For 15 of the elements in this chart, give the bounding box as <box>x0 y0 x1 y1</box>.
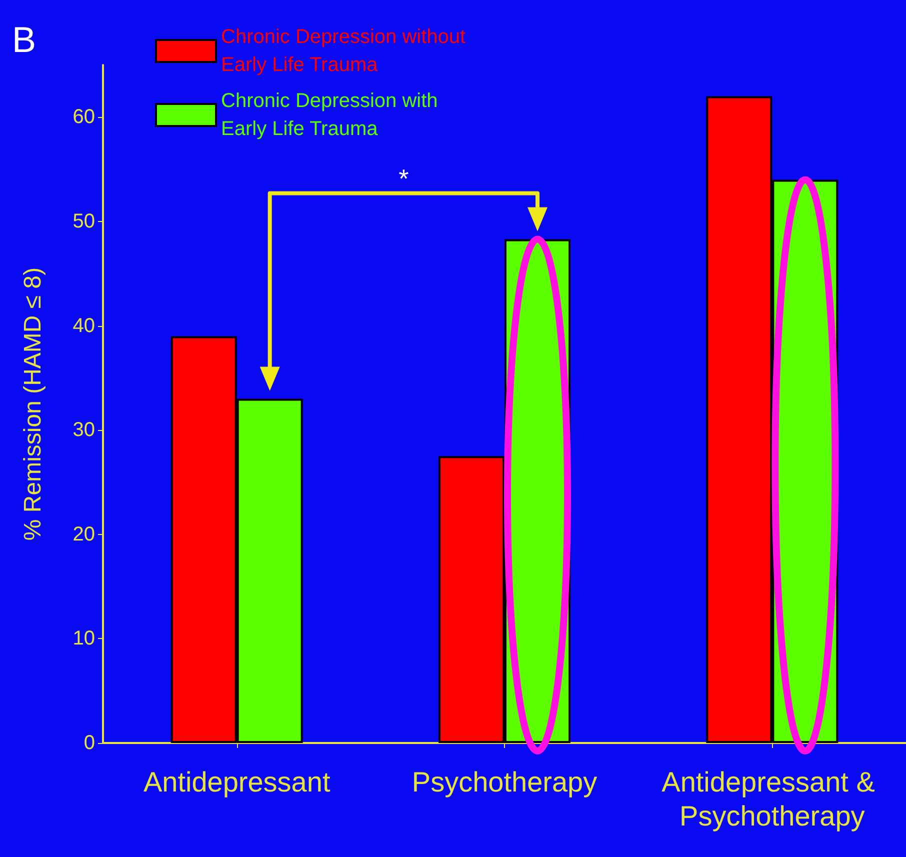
y-tick-label: 30 <box>72 419 95 442</box>
annotation: * <box>398 163 409 194</box>
y-tick-label: 40 <box>72 314 95 337</box>
y-tick-label: 20 <box>72 523 95 546</box>
y-tick-label: 0 <box>84 732 95 754</box>
x-tick-label: Antidepressant & Psychotherapy <box>662 766 883 832</box>
y-tick-label: 60 <box>72 106 95 128</box>
y-axis-title: % Remission (HAMD ≤ 8) <box>20 267 46 541</box>
y-tick-label: 10 <box>72 628 95 650</box>
x-tick-label: Antidepressant <box>143 766 330 798</box>
x-tick-label: Psychotherapy <box>412 766 598 798</box>
text: B <box>12 19 36 60</box>
legend-label: Chronic Depression without Early Life Trauma <box>221 26 466 76</box>
y-tick-label: 50 <box>72 210 95 232</box>
legend-label: Chronic Depression with Early Life Trauma <box>221 90 438 140</box>
